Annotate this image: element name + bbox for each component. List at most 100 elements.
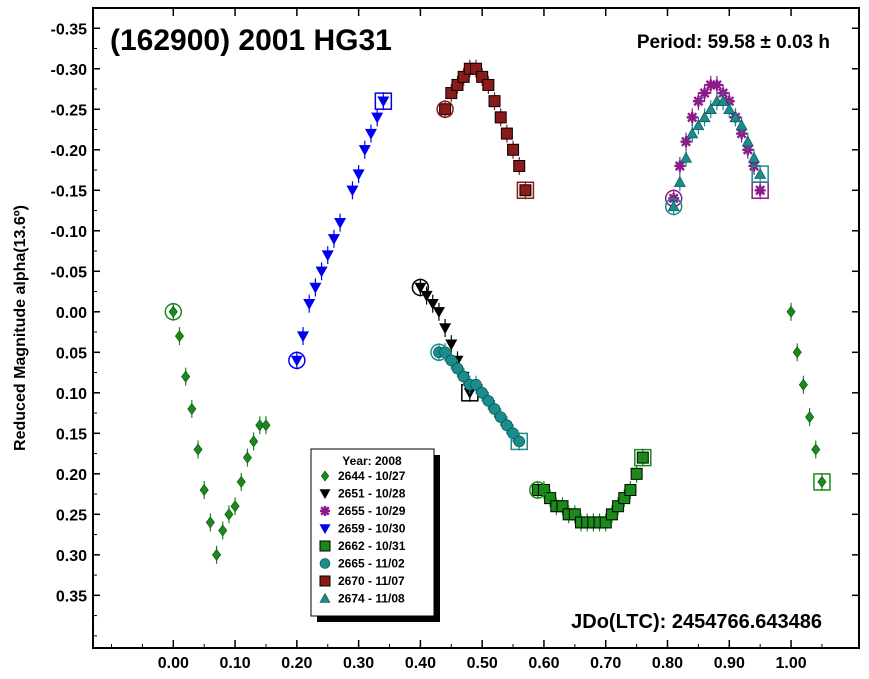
data-point	[236, 475, 246, 488]
session-start-marker	[436, 100, 454, 119]
data-point	[754, 184, 766, 196]
data-point	[199, 484, 209, 497]
y-tick-label: 0.20	[56, 467, 87, 484]
data-point	[513, 435, 526, 448]
data-point	[674, 160, 686, 172]
data-point	[556, 500, 569, 513]
data-point	[636, 451, 649, 464]
session-end-marker	[634, 448, 652, 467]
data-point	[500, 127, 513, 140]
data-point	[352, 169, 365, 181]
legend-marker	[319, 540, 331, 552]
data-point	[358, 145, 371, 156]
session-end-marker	[516, 181, 535, 200]
data-point	[174, 330, 184, 343]
data-point	[630, 467, 643, 480]
session-end-marker	[751, 165, 769, 183]
data-point	[181, 370, 191, 383]
data-point	[346, 185, 359, 197]
data-point	[327, 234, 340, 246]
chart-title: (162900) 2001 HG31	[110, 24, 392, 57]
data-point	[218, 524, 228, 537]
data-point	[445, 87, 458, 100]
data-point	[230, 500, 240, 513]
data-point	[334, 217, 347, 229]
data-point	[507, 143, 520, 156]
series-2662	[529, 448, 652, 532]
data-point	[224, 508, 234, 521]
data-point	[805, 411, 815, 424]
data-point	[290, 355, 303, 367]
legend-label: 2644 - 10/27	[338, 469, 406, 483]
legend-label: 2651 - 10/28	[338, 487, 406, 501]
data-point	[686, 111, 698, 123]
y-tick-label: 0.35	[56, 588, 87, 605]
y-tick-label: 0.00	[56, 305, 87, 322]
data-point	[723, 103, 736, 114]
data-points	[164, 59, 831, 564]
series-2644	[164, 302, 831, 564]
session-start-marker	[529, 481, 547, 499]
legend-label: 2655 - 10/29	[338, 504, 406, 518]
data-point	[432, 307, 445, 318]
data-point	[470, 62, 482, 75]
session-start-marker	[288, 351, 306, 370]
data-point	[414, 282, 427, 294]
series-2670	[436, 59, 535, 200]
series-2674	[664, 92, 769, 216]
legend-title: Year: 2008	[342, 454, 402, 468]
y-tick-label: -0.30	[51, 62, 88, 79]
data-point	[612, 500, 625, 513]
data-point	[680, 136, 692, 148]
legend-marker	[319, 558, 331, 569]
jdo-label: JDo(LTC): 2454766.643486	[571, 611, 822, 633]
data-point	[735, 119, 748, 131]
data-point	[261, 419, 271, 432]
data-point	[624, 484, 637, 497]
x-tick-label: 0.00	[158, 655, 189, 672]
legend-label: 2670 - 11/07	[338, 574, 405, 588]
legend-marker	[320, 470, 330, 482]
data-point	[754, 167, 767, 179]
data-point	[242, 451, 252, 464]
legend-marker	[319, 524, 331, 535]
data-point	[470, 378, 482, 391]
data-point	[297, 331, 310, 343]
session-start-marker	[164, 303, 183, 321]
session-start-marker	[411, 278, 430, 297]
data-point	[692, 95, 704, 107]
session-end-marker	[510, 432, 528, 451]
x-tick-label: 0.10	[220, 655, 251, 672]
x-axis-ticks: 0.00 0.10 0.20 0.30 0.40 0.50 0.60 0.70 0.80 0.90…	[111, 8, 823, 672]
data-point	[321, 250, 334, 262]
data-point	[741, 135, 754, 147]
legend-marker	[319, 489, 331, 500]
x-tick-label: 0.30	[343, 655, 374, 672]
data-point	[811, 443, 821, 456]
data-point	[249, 435, 259, 448]
data-point	[605, 508, 618, 521]
data-point	[482, 395, 495, 407]
data-point	[377, 96, 390, 108]
legend-label: 2665 - 11/02	[338, 557, 405, 571]
legend-label: 2674 - 11/08	[338, 592, 405, 606]
legend-label: 2659 - 10/30	[338, 522, 406, 536]
y-tick-label: -0.15	[51, 183, 88, 200]
data-point	[705, 79, 717, 91]
session-start-marker	[664, 197, 683, 216]
y-tick-label: 0.10	[56, 386, 87, 403]
legend-marker	[319, 575, 331, 587]
data-point	[451, 78, 464, 91]
data-point	[439, 323, 452, 335]
data-point	[488, 95, 501, 108]
legend-box	[310, 448, 435, 617]
data-point	[513, 159, 526, 172]
data-point	[698, 111, 711, 123]
data-point	[792, 346, 802, 359]
data-point	[711, 79, 723, 91]
data-point	[704, 103, 717, 114]
x-tick-label: 1.00	[775, 655, 806, 672]
data-point	[599, 516, 612, 529]
data-point	[451, 362, 464, 375]
